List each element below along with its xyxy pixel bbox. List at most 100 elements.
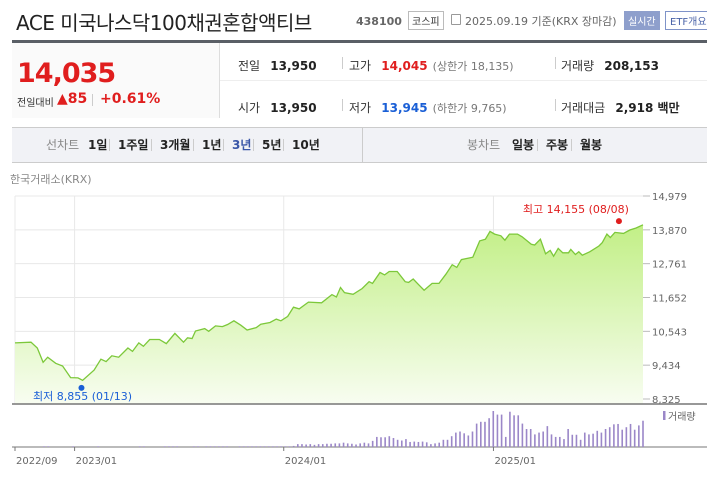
volume-bar [496,414,499,447]
up-triangle-icon: ▲ [57,91,68,107]
volume-bar [409,441,411,447]
volume-bar [309,444,312,447]
volume-bar [292,445,295,447]
volume-bar [504,436,507,447]
stat-high: 고가 14,045 (상한가 18,135) [349,59,514,73]
etf-overview-button[interactable]: ETF개요 [665,11,707,30]
volume-bar [642,420,644,447]
volume-bar [600,432,603,447]
volume-bar [613,424,615,447]
period-tab-2[interactable]: 3개월 [160,138,191,152]
volume-bar [475,423,478,447]
y-tick-label: 10,543 [652,327,687,338]
volume-bar [425,442,428,447]
volume-bar [459,431,461,447]
volume-bar [143,446,145,447]
data-source: 한국거래소(KRX) [10,173,92,186]
volume-legend-swatch [663,411,666,420]
stat-volume: 거래량 208,153 [561,59,659,73]
volume-bar [550,434,553,447]
candle-tab-1[interactable]: 주봉 [546,138,569,152]
y-tick-label: 11,652 [652,294,687,305]
divider [253,139,254,151]
volume-bar [43,446,45,447]
volume-bar [259,446,262,447]
period-tab-5[interactable]: 5년 [262,138,282,152]
volume-bar [592,433,594,447]
volume-bar [421,441,424,447]
y-tick-label: 13,870 [652,226,687,237]
period-tab-4[interactable]: 3년 [232,138,252,152]
price-line [14,224,644,382]
volume-bar [305,444,307,447]
price-panel [12,43,220,118]
volume-bar [330,443,332,447]
volume-bar [280,446,282,447]
volume-bar [538,432,540,447]
divider [362,128,363,162]
ticker-code: 438100 [356,15,402,28]
divider [555,99,556,111]
volume-bar [284,446,287,447]
candle-tab-0[interactable]: 일봉 [512,138,535,152]
volume-bar [297,444,299,447]
volume-bar [138,446,141,447]
y-tick-label: 8,325 [652,395,681,406]
divider [571,139,572,151]
price-area [15,224,643,404]
volume-bar [546,426,549,447]
volume-bar [313,444,316,447]
high-marker [615,218,622,225]
stat-prev-close: 전일 13,950 [238,59,317,73]
volume-bar [376,436,378,447]
volume-bar [633,429,636,447]
volume-bar [621,429,624,447]
volume-bar [267,446,270,447]
divider [92,94,93,106]
volume-bar [455,432,457,447]
change-percent: +0.61% [100,91,161,107]
volume-bar [525,429,528,447]
volume-bar [529,429,532,447]
period-tab-6[interactable]: 10년 [292,138,320,152]
volume-bar [484,421,486,447]
volume-bar [604,429,607,447]
volume-bar [251,446,253,447]
volume-bar [388,436,391,447]
volume-bar [450,436,453,447]
volume-bar [629,423,632,447]
period-tab-1[interactable]: 1주일 [118,138,149,152]
volume-bar [571,434,574,447]
volume-bar [588,434,590,447]
volume-bar [430,444,432,447]
volume-bar [380,437,382,447]
volume-bar [163,446,166,447]
volume-bar [72,446,75,447]
volume-bar [363,442,366,447]
volume-bar [583,432,586,447]
volume-bar [542,431,544,447]
volume-bar [288,446,291,447]
period-tab-3[interactable]: 1년 [202,138,222,152]
volume-bar [417,441,420,447]
stat-trade-value: 거래대금 2,918 백만 [561,101,680,115]
candle-tab-2[interactable]: 월봉 [580,138,603,152]
volume-bar [488,418,490,447]
divider [283,139,284,151]
calendar-clock-icon [451,14,461,25]
low-marker [78,384,85,391]
volume-bar [559,436,561,447]
realtime-button[interactable]: 실시간 [624,11,660,30]
volume-bar [371,440,374,447]
volume-bar [446,439,449,447]
volume-bar [359,443,361,447]
volume-bar [434,443,436,447]
high-label: 최고 14,155 (08/08) [523,203,629,216]
volume-bar [321,444,324,447]
volume-bar [463,433,465,447]
divider [220,80,707,81]
volume-bar [608,427,611,447]
volume-bar [480,421,482,447]
period-tab-0[interactable]: 1일 [88,138,108,152]
